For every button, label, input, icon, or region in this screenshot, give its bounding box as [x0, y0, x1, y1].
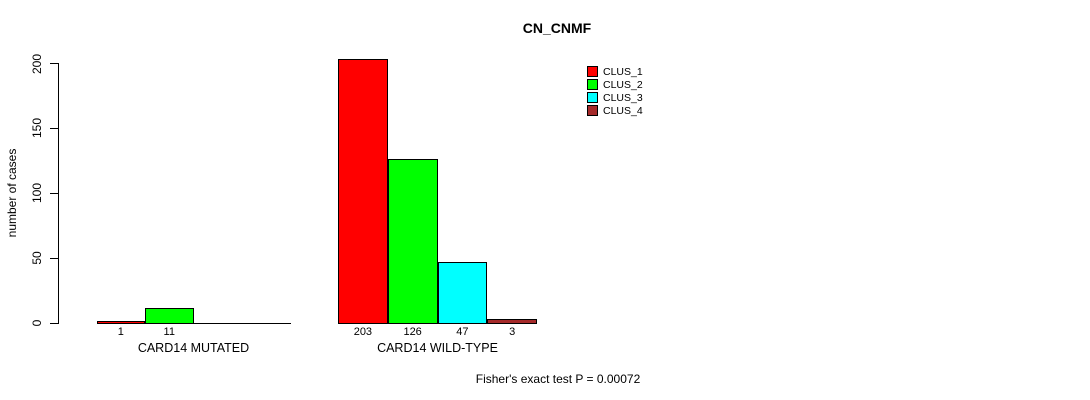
y-axis-tick-label: 100 — [30, 183, 44, 204]
bar-clus_2-card14-mutated — [145, 308, 194, 324]
legend-item-clus_4: CLUS_4 — [587, 104, 643, 117]
bar-clus_2-card14-wild-type — [387, 159, 438, 324]
legend-item-clus_2: CLUS_2 — [587, 78, 643, 91]
legend-swatch-clus_1 — [587, 66, 598, 77]
bar-value-label: 47 — [456, 326, 469, 338]
y-axis-line — [58, 63, 60, 324]
y-axis-tick — [50, 127, 58, 130]
legend-label: CLUS_4 — [603, 104, 643, 117]
y-axis-tick-label: 150 — [30, 118, 44, 139]
chart-title: CN_CNMF — [522, 20, 592, 36]
legend-label: CLUS_1 — [603, 65, 643, 78]
bar-clus_4-card14-wild-type — [487, 318, 537, 324]
y-axis-tick — [50, 63, 58, 65]
legend-swatch-clus_2 — [587, 79, 598, 90]
bar-value-label: 11 — [163, 326, 175, 338]
bar-value-label: 203 — [353, 326, 373, 338]
y-axis-tick — [50, 322, 58, 324]
legend-swatch-clus_3 — [587, 92, 598, 103]
y-axis-tick-label: 50 — [30, 251, 44, 265]
bar-value-label: 126 — [403, 326, 422, 338]
bar-clus_1-card14-mutated — [96, 321, 145, 324]
legend-label: CLUS_3 — [603, 91, 643, 104]
legend-label: CLUS_2 — [603, 78, 643, 91]
y-axis-label: number of cases — [5, 148, 19, 238]
legend-item-clus_1: CLUS_1 — [587, 65, 643, 78]
legend: CLUS_1 CLUS_2 CLUS_3 CLUS_4 — [587, 65, 643, 117]
category-label: CARD14 MUTATED — [137, 341, 250, 355]
legend-swatch-clus_4 — [587, 105, 598, 116]
group-baseline — [96, 322, 291, 324]
category-label: CARD14 WILD-TYPE — [377, 341, 498, 355]
bar-clus_3-card14-wild-type — [437, 261, 488, 324]
y-axis-tick — [50, 192, 58, 194]
annotation-text: Fisher's exact test P = 0.00072 — [475, 372, 641, 386]
y-axis-tick-label: 200 — [30, 53, 44, 74]
bar-value-label: 1 — [117, 326, 124, 338]
legend-item-clus_3: CLUS_3 — [587, 91, 643, 104]
y-axis-tick — [50, 257, 58, 259]
bar-clus_1-card14-wild-type — [338, 59, 388, 324]
y-axis-tick-label: 0 — [30, 319, 44, 327]
bar-value-label: 3 — [509, 326, 516, 338]
